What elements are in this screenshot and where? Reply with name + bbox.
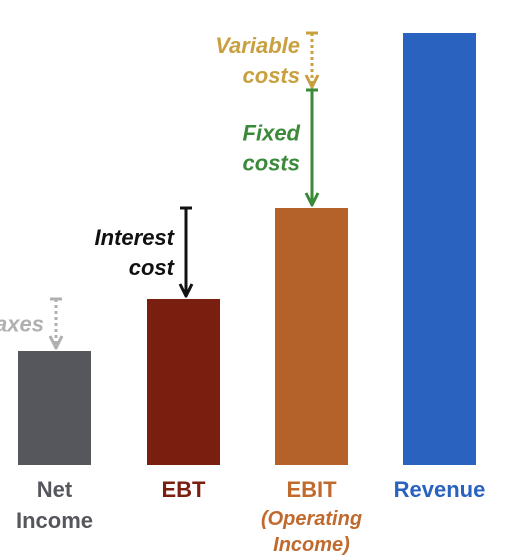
annotation-label: costs bbox=[243, 151, 300, 176]
category-label: Net bbox=[37, 477, 73, 502]
bar-revenue bbox=[403, 33, 476, 465]
category-label: EBIT bbox=[286, 477, 337, 502]
annotation-label: Fixed bbox=[243, 121, 301, 146]
annotation-label: axes bbox=[0, 312, 44, 337]
category-sublabel: Income) bbox=[273, 534, 350, 556]
bar-net-income bbox=[18, 351, 91, 465]
annotation-label: costs bbox=[243, 63, 300, 88]
bar-ebt bbox=[147, 299, 220, 465]
bar-ebit-operating-income- bbox=[275, 208, 348, 465]
annotation-label: cost bbox=[129, 255, 176, 280]
category-sublabel: (Operating bbox=[261, 508, 362, 530]
annotation-label: Interest bbox=[95, 225, 176, 250]
category-label: Income bbox=[16, 508, 93, 533]
category-label: Revenue bbox=[394, 477, 486, 502]
annotation-label: Variable bbox=[215, 33, 300, 58]
category-label: EBT bbox=[162, 477, 207, 502]
